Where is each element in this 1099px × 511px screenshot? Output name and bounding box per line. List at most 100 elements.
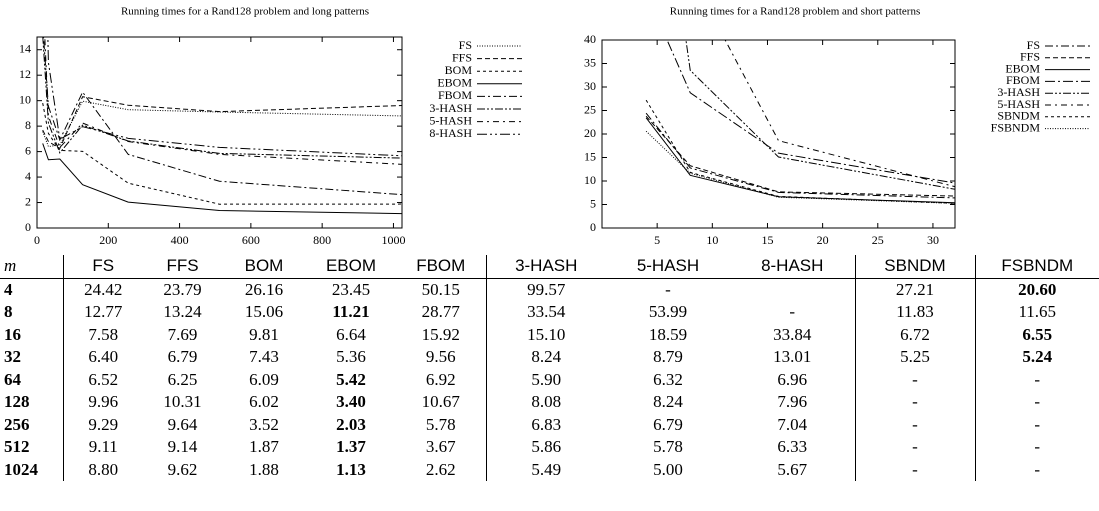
legend-label: EBOM — [1005, 61, 1040, 75]
series-line — [42, 143, 402, 215]
table-cell: 1.37 — [336, 437, 366, 457]
table-cell: 11.21 — [332, 302, 370, 322]
table-cell: 15.06 — [244, 302, 284, 322]
table-cell: 13.01 — [773, 347, 812, 367]
series-line — [645, 99, 955, 204]
table-cell: 7.69 — [167, 324, 198, 344]
y-tick-label: 2 — [25, 194, 31, 208]
legend-label: FS — [459, 38, 472, 52]
table-cell: - — [974, 436, 1099, 459]
table-cell: 10.67 — [421, 392, 460, 412]
table-cell: 6.32 — [653, 369, 683, 389]
table-cell: 6.72 — [854, 323, 975, 346]
legend-label: 8-HASH — [429, 126, 472, 140]
table-cell: 2.03 — [336, 414, 366, 434]
series-line — [645, 115, 955, 197]
table-cell: 5.42 — [336, 369, 366, 389]
table-cell: - — [665, 279, 671, 299]
table-cell: 20.60 — [974, 278, 1099, 301]
table-cell: 12.77 — [62, 301, 143, 324]
chart-title: Running times for a Rand128 problem and … — [670, 6, 921, 18]
table-cell: 8 — [4, 302, 13, 322]
table-cell: 5.00 — [653, 459, 683, 479]
series-line — [42, 96, 402, 150]
table-cell: - — [854, 458, 975, 481]
table-cell: 11.65 — [974, 301, 1099, 324]
y-tick-label: 10 — [19, 92, 31, 106]
y-tick-label: 35 — [584, 55, 596, 69]
table-cell: 15.10 — [485, 323, 606, 346]
table-cell: - — [974, 368, 1099, 391]
table-cell: 3.40 — [336, 392, 366, 412]
table-cell: 128 — [4, 392, 30, 412]
table-cell: 32 — [4, 347, 21, 367]
table-cell: 6.40 — [62, 346, 143, 369]
series-line — [42, 37, 402, 159]
table-cell: 6.55 — [974, 323, 1099, 346]
legend-label: FSBNDM — [991, 120, 1041, 134]
table-cell: 6.92 — [425, 369, 456, 389]
table-cell: - — [854, 413, 975, 436]
table-row: 64 6.52 6.25 6.09 5.42 6.92 5.90 6.32 6.96 - - — [0, 368, 1099, 391]
series-line — [645, 130, 955, 204]
table-row: 16 7.58 7.69 9.81 6.64 15.92 15.10 18.59 33.84 6.… — [0, 323, 1099, 346]
table-cell: 16 — [4, 324, 21, 344]
series-line — [47, 37, 402, 157]
series-line — [685, 40, 955, 190]
table-cell: 23.79 — [163, 279, 202, 299]
table-row: 8 12.77 13.24 15.06 11.21 28.77 33.54 53.99 - 11.… — [0, 301, 1099, 324]
table-cell: 10.31 — [163, 392, 202, 412]
y-tick-label: 4 — [25, 169, 31, 183]
table-cell: 1.87 — [249, 437, 279, 457]
table-cell: 5.49 — [485, 458, 606, 481]
header-cell: 5-HASH — [606, 255, 730, 279]
x-tick-label: 25 — [872, 233, 884, 247]
table-cell: 24.42 — [62, 278, 143, 301]
header-cell: FS — [62, 255, 143, 279]
table-cell: 6.25 — [167, 369, 198, 389]
table-cell: 1.88 — [249, 459, 279, 479]
legend-label: 5-HASH — [429, 113, 472, 127]
series-line — [666, 40, 955, 184]
y-tick-label: 40 — [584, 32, 596, 46]
table-cell: 27.21 — [854, 278, 975, 301]
y-tick-label: 14 — [19, 41, 31, 55]
y-tick-label: 12 — [19, 67, 31, 81]
table-cell: 11.83 — [854, 301, 975, 324]
legend-label: FS — [1027, 38, 1040, 52]
legend-label: EBOM — [437, 76, 472, 90]
y-tick-label: 30 — [584, 79, 596, 93]
series-line — [42, 102, 402, 205]
table-cell: 6.52 — [62, 368, 143, 391]
table-cell: 9.14 — [167, 437, 198, 457]
table-cell: 5.36 — [336, 347, 366, 367]
x-tick-label: 0 — [34, 233, 40, 247]
y-tick-label: 25 — [584, 102, 596, 116]
table-cell: - — [974, 391, 1099, 414]
table-cell: 6.79 — [167, 347, 198, 367]
table-cell: 1024 — [4, 459, 38, 479]
table-cell: 256 — [4, 414, 30, 434]
plot-frame — [601, 39, 956, 229]
legend-label: FFS — [1020, 50, 1040, 64]
table-cell: 9.64 — [167, 414, 198, 434]
table-cell: 6.83 — [485, 413, 606, 436]
table-cell: 5.78 — [653, 437, 683, 457]
table-cell: 3.67 — [425, 437, 456, 457]
series-line — [645, 117, 955, 204]
y-tick-label: 15 — [584, 149, 596, 163]
table-cell: 33.54 — [485, 301, 606, 324]
x-tick-label: 5 — [654, 233, 660, 247]
x-tick-label: 800 — [313, 233, 331, 247]
table-cell: 7.43 — [249, 347, 279, 367]
legend-label: 3-HASH — [997, 85, 1040, 99]
header-cell: 8-HASH — [730, 255, 855, 279]
legend-label: 3-HASH — [429, 101, 472, 115]
table-cell: 6.02 — [249, 392, 279, 412]
table-cell: 6.33 — [777, 437, 808, 457]
x-tick-label: 15 — [761, 233, 773, 247]
x-tick-label: 600 — [242, 233, 260, 247]
table-cell: 9.29 — [62, 413, 143, 436]
table-cell: - — [854, 368, 975, 391]
